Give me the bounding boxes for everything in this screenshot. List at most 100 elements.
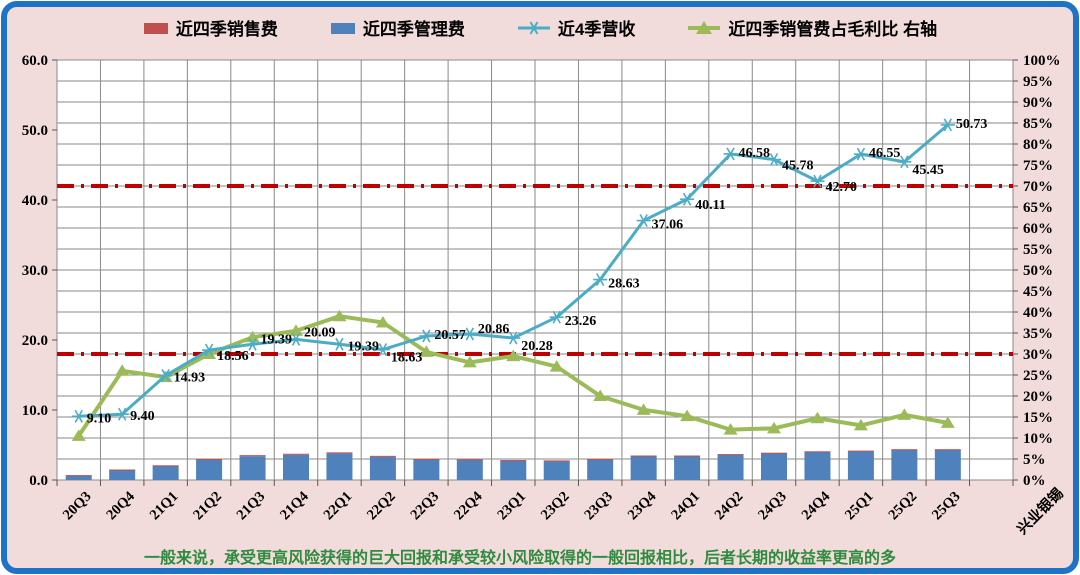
sales-bars: [65, 449, 961, 477]
chart-caption: 一般来说，承受更高风险获得的巨大回报和承受较小风险取得的一般回报相比，后者长期的…: [143, 550, 896, 567]
revenue-marker: [248, 337, 257, 351]
revenue-data-label: 45.45: [912, 163, 944, 178]
right-axis-tick-label: 100%: [1023, 53, 1061, 69]
admin-bar: [630, 456, 657, 480]
sales-bar: [109, 469, 136, 471]
admin-bar: [152, 466, 179, 480]
x-axis-label: 21Q1: [147, 489, 182, 524]
revenue-data-label: 37.06: [652, 218, 684, 233]
admin-swatch-icon: [330, 22, 355, 34]
admin-bar: [804, 452, 831, 480]
ratio-marker: [289, 324, 303, 336]
sales-bar: [804, 451, 831, 453]
ratio-marker: [767, 421, 781, 434]
sales-bar: [891, 449, 918, 451]
x-axis-label: 23Q4: [625, 489, 660, 524]
right-axis-tick-label: 85%: [1023, 116, 1053, 132]
admin-bar: [326, 453, 353, 480]
right-axis-tick-label: 70%: [1023, 179, 1053, 195]
admin-bar: [934, 449, 961, 480]
sales-bar: [934, 449, 961, 451]
x-axis-label: 21Q2: [190, 489, 225, 524]
x-axis-label: 22Q1: [321, 489, 356, 524]
legend-item-ratio: 近四季销管费占毛利比 右轴: [687, 15, 937, 40]
x-axis-label: 24Q4: [799, 489, 834, 524]
x-axis-label: 23Q2: [538, 489, 573, 524]
sales-bar: [674, 455, 701, 457]
sales-bar: [847, 450, 874, 452]
x-axis-label: 25Q1: [842, 489, 877, 524]
ratio-marker: [71, 429, 86, 441]
sales-bar: [761, 452, 787, 454]
x-axis-label: 24Q3: [755, 489, 790, 524]
revenue-marker: [422, 329, 431, 343]
legend-item-sales: 近四季销售费: [143, 15, 278, 40]
left-axis-tick-label: 60.0: [22, 53, 48, 69]
right-axis-tick-label: 10%: [1023, 431, 1053, 447]
axis-ticks: [52, 59, 1018, 486]
right-axis-tick-label: 55%: [1023, 242, 1053, 258]
ratio-marker: [332, 309, 347, 322]
sales-bar: [500, 460, 527, 462]
sales-bar: [543, 460, 570, 462]
ratio-marker: [723, 423, 738, 435]
admin-bar: [456, 460, 483, 480]
admin-bar: [717, 454, 744, 480]
revenue-data-label: 18.56: [217, 349, 249, 364]
admin-bar: [413, 459, 440, 480]
sales-bar: [630, 455, 657, 457]
admin-bar: [674, 456, 701, 480]
ratio-marker: [419, 345, 434, 357]
admin-bar: [196, 459, 223, 480]
right-axis-tick-label: 35%: [1023, 326, 1053, 342]
revenue-marker: [465, 327, 475, 341]
x-axis-label: 22Q3: [408, 489, 443, 524]
revenue-marker: [943, 118, 953, 132]
x-axis-label: 24Q1: [668, 489, 703, 524]
revenue-data-label: 28.63: [608, 277, 640, 292]
admin-bar: [543, 461, 570, 480]
sales-bar: [283, 453, 309, 455]
sales-bar: [65, 475, 92, 477]
revenue-marker: [509, 331, 518, 345]
right-axis-tick-label: 95%: [1023, 74, 1053, 90]
right-axis-tick-label: 25%: [1023, 368, 1053, 384]
right-axis-tick-label: 80%: [1023, 137, 1053, 153]
admin-bar: [239, 456, 266, 480]
revenue-marker: [595, 273, 605, 287]
sales-bar: [239, 455, 266, 457]
x-axis-label: 21Q3: [234, 489, 269, 524]
right-axis-tick-label: 15%: [1023, 410, 1053, 426]
ratio-marker: [549, 360, 564, 372]
legend-label-revenue: 近4季营收: [557, 20, 636, 39]
right-axis-tick-label: 45%: [1023, 284, 1053, 300]
revenue-marker: [378, 343, 388, 357]
ratio-marker: [593, 389, 608, 401]
revenue-data-label: 20.57: [434, 328, 466, 343]
sales-bar: [717, 454, 744, 456]
right-axis-labels: 0% 5% 10% 15% 20% 25% 30% 35% 40% 45% 50% 55% 60% 65%…: [1023, 53, 1061, 489]
revenue-marker: [682, 192, 692, 206]
revenue-data-label: 19.39: [261, 332, 293, 347]
x-axis-label: 22Q2: [364, 489, 399, 524]
ratio-marker: [897, 408, 912, 420]
admin-bar: [847, 451, 874, 480]
right-axis-tick-label: 30%: [1023, 347, 1053, 363]
x-axis-labels: 20Q3 20Q4 21Q1 21Q2 21Q3 21Q4 22Q1 22Q2 22Q3 22Q4…: [60, 484, 1067, 538]
admin-bar: [283, 454, 309, 480]
revenue-marker: [291, 332, 301, 346]
left-axis-labels: 0.0 10.0 20.0 30.0 40.0 50.0 60.0: [22, 53, 48, 489]
revenue-marker: [74, 409, 83, 423]
ratio-marker: [506, 349, 521, 362]
sales-bar: [152, 465, 179, 467]
revenue-data-label: 9.10: [87, 411, 112, 426]
legend-label-sales: 近四季销售费: [175, 20, 278, 39]
revenue-data-label: 20.86: [478, 322, 510, 337]
x-axis-label: 25Q3: [929, 489, 964, 524]
right-axis-tick-label: 60%: [1023, 221, 1053, 237]
revenue-data-label: 42.70: [825, 180, 857, 195]
revenue-marker: [856, 147, 866, 161]
revenue-data-label: 40.11: [695, 198, 726, 213]
revenue-data-label: 18.63: [391, 351, 423, 366]
